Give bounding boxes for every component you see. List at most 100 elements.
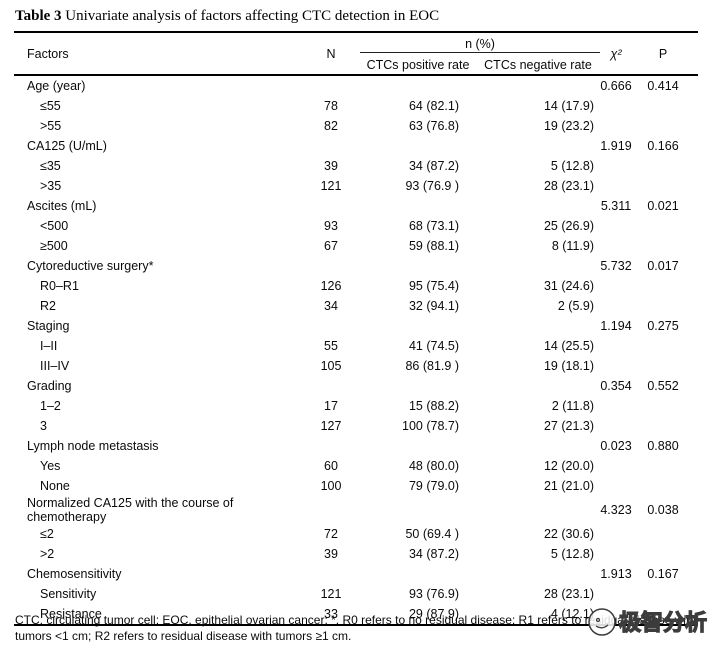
table-row: 3 127 100 (78.7) 27 (21.3): [14, 416, 698, 436]
factor-cell: Staging: [27, 319, 70, 333]
n-cell: 93: [324, 219, 338, 233]
factor-cell: R2: [40, 299, 56, 313]
ctcs-positive-cell: 68 (73.1): [408, 219, 459, 233]
p-value-cell: [640, 236, 698, 256]
ctcs-positive-cell: [360, 496, 476, 524]
watermark: 极智分析: [586, 605, 712, 641]
p-value-cell: [640, 116, 698, 136]
n-cell: 17: [324, 399, 338, 413]
ctcs-positive-cell: 95 (75.4): [408, 279, 459, 293]
chi-square-cell: [600, 216, 640, 236]
ctcs-negative-cell: [476, 256, 600, 276]
p-value-cell: 0.880: [647, 439, 679, 453]
table-row: Age (year) 0.666 0.414: [14, 75, 698, 96]
chi-square-cell: 0.023: [600, 439, 632, 453]
col-header-ctcs-positive-rate: CTCs positive rate: [366, 57, 470, 72]
ctcs-negative-cell: 28 (23.1): [543, 179, 594, 193]
chi-square-cell: [600, 176, 640, 196]
ctcs-negative-cell: [476, 196, 600, 216]
table-title-label: Table 3: [15, 8, 62, 24]
ctcs-negative-cell: 2 (11.8): [551, 399, 594, 413]
col-header-p-value: P: [658, 46, 668, 61]
ctcs-negative-cell: 19 (23.2): [543, 119, 594, 133]
factor-cell: I–II: [40, 339, 58, 353]
chi-square-cell: [600, 476, 640, 496]
p-value-cell: 0.552: [647, 379, 679, 393]
ctcs-negative-cell: 2 (5.9): [557, 299, 594, 313]
ctcs-negative-cell: 14 (17.9): [543, 99, 594, 113]
factor-cell: ≥500: [40, 239, 68, 253]
ctcs-positive-cell: 29 (87.9): [408, 607, 459, 621]
table-row: Ascites (mL) 5.311 0.021: [14, 196, 698, 216]
n-cell: 34: [324, 299, 338, 313]
table-row: Normalized CA125 with the course of chem…: [14, 496, 698, 524]
ctcs-positive-cell: 34 (87.2): [408, 547, 459, 561]
table-row: R2 34 32 (94.1) 2 (5.9): [14, 296, 698, 316]
p-value-cell: 0.414: [647, 79, 679, 93]
factor-cell: None: [40, 479, 70, 493]
chi-square-cell: [600, 416, 640, 436]
table-header: Factors N n (%) χ² P CTCs positive rate …: [14, 32, 698, 75]
ctcs-negative-cell: 31 (24.6): [543, 279, 594, 293]
factor-cell: 1–2: [40, 399, 61, 413]
table-row: Grading 0.354 0.552: [14, 376, 698, 396]
table-row: CA125 (U/mL) 1.919 0.166: [14, 136, 698, 156]
n-cell: [302, 436, 360, 456]
ctcs-positive-cell: 32 (94.1): [408, 299, 459, 313]
ctcs-positive-cell: 41 (74.5): [408, 339, 459, 353]
n-cell: [302, 564, 360, 584]
ctcs-positive-cell: [360, 436, 476, 456]
ctcs-positive-cell: [360, 256, 476, 276]
factor-cell: <500: [40, 219, 69, 233]
n-cell: 78: [324, 99, 338, 113]
n-cell: [302, 376, 360, 396]
table-row: Lymph node metastasis 0.023 0.880: [14, 436, 698, 456]
factor-cell: Lymph node metastasis: [27, 439, 159, 453]
ctcs-negative-cell: 21 (21.0): [543, 479, 594, 493]
n-cell: 121: [320, 179, 342, 193]
ctcs-positive-cell: 34 (87.2): [408, 159, 459, 173]
factor-cell: Cytoreductive surgery*: [27, 259, 154, 273]
ctcs-negative-cell: 22 (30.6): [543, 527, 594, 541]
chi-square-cell: [600, 456, 640, 476]
n-cell: 39: [324, 547, 338, 561]
n-cell: [302, 496, 360, 524]
ctcs-negative-cell: 19 (18.1): [543, 359, 594, 373]
ctcs-positive-cell: 93 (76.9): [408, 587, 459, 601]
p-value-cell: [640, 544, 698, 564]
n-cell: 100: [320, 479, 342, 493]
chi-square-cell: [600, 116, 640, 136]
factor-cell: Normalized CA125 with the course of chem…: [27, 496, 234, 524]
table-row: 1–2 17 15 (88.2) 2 (11.8): [14, 396, 698, 416]
n-cell: 105: [320, 359, 342, 373]
factor-cell: ≤35: [40, 159, 61, 173]
p-value-cell: [640, 176, 698, 196]
factor-cell: Chemosensitivity: [27, 567, 122, 581]
ctcs-negative-cell: 25 (26.9): [543, 219, 594, 233]
chi-square-cell: 1.913: [600, 567, 632, 581]
ctcs-positive-cell: [360, 376, 476, 396]
ctcs-negative-cell: 28 (23.1): [543, 587, 594, 601]
chi-square-cell: [600, 584, 640, 604]
factor-cell: ≤2: [40, 527, 54, 541]
chi-square-cell: 0.666: [600, 79, 632, 93]
p-value-cell: [640, 524, 698, 544]
table-row: >2 39 34 (87.2) 5 (12.8): [14, 544, 698, 564]
n-cell: 67: [324, 239, 338, 253]
ctcs-negative-cell: 4 (12.1): [550, 607, 594, 621]
ctcs-negative-cell: [476, 436, 600, 456]
ctcs-positive-cell: 100 (78.7): [402, 419, 459, 433]
ctcs-negative-cell: [476, 136, 600, 156]
ctcs-positive-cell: 50 (69.4 ): [405, 527, 459, 541]
table-title-text: Univariate analysis of factors affecting…: [65, 8, 440, 24]
table-title: Table 3 Univariate analysis of factors a…: [15, 8, 705, 25]
table-row: Cytoreductive surgery* 5.732 0.017: [14, 256, 698, 276]
chi-square-cell: [600, 276, 640, 296]
ctcs-negative-cell: 8 (11.9): [551, 239, 594, 253]
n-cell: 127: [320, 419, 342, 433]
p-value-cell: [640, 96, 698, 116]
p-value-cell: 0.017: [647, 259, 679, 273]
ctcs-negative-cell: [476, 316, 600, 336]
col-header-n: N: [326, 46, 336, 61]
chi-square-cell: [600, 96, 640, 116]
